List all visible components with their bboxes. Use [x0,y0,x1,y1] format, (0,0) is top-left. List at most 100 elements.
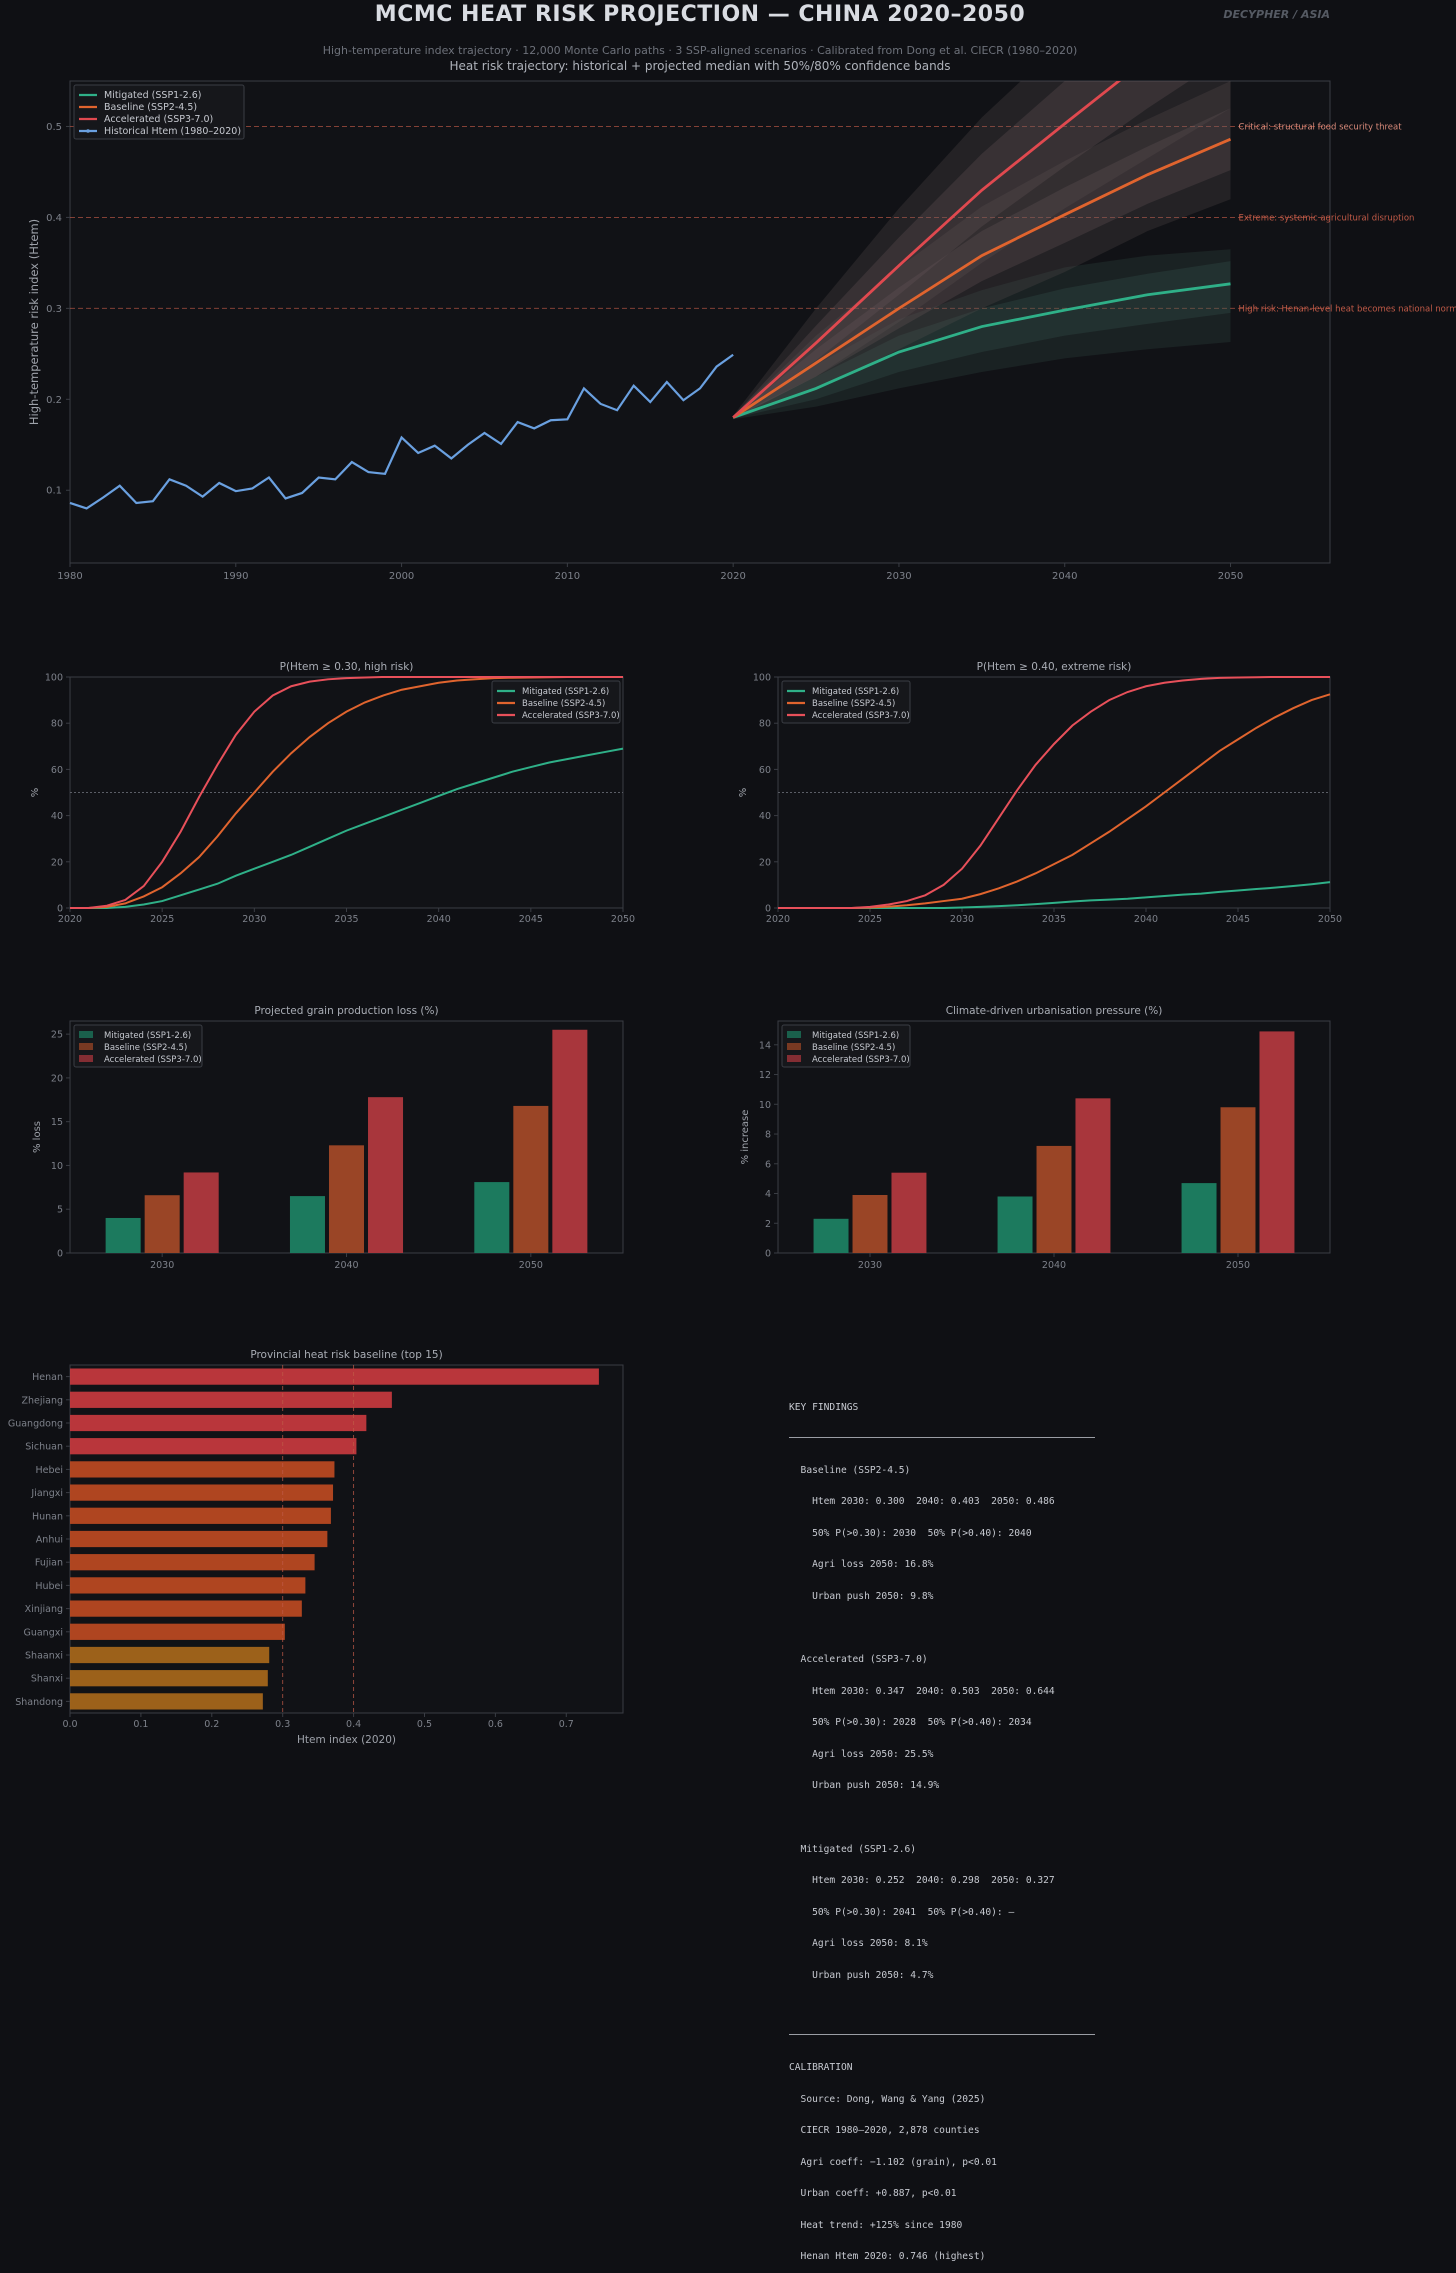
x-tick-label: 2010 [555,571,580,582]
grain-loss-legend-swatch [79,1055,93,1062]
high-risk-prob-title: P(Htem ≥ 0.30, high risk) [280,661,414,673]
x-tick-label: 2030 [858,1260,882,1271]
province-label: Anhui [36,1535,63,1546]
key-findings-panel: KEY FINDINGS Baseline (SSP2-4.5) Htem 20… [789,1382,1095,2273]
x-tick-label: 2040 [334,1260,358,1271]
y-tick-label: 2 [765,1219,771,1230]
urban-pressure-bar [1036,1145,1072,1253]
y-tick-label: 0 [765,1249,771,1260]
threshold-label: Critical: structural food security threa… [1239,122,1403,132]
page-subtitle: High-temperature index trajectory · 12,0… [322,44,1078,57]
urban-pressure-bar [1075,1098,1111,1253]
extreme-risk-prob-series-line [778,676,1330,909]
grain-loss-bar [513,1105,549,1253]
urban-pressure-bar [891,1172,927,1253]
y-tick-label: 0.5 [46,122,62,133]
findings-line: Agri loss 2050: 8.1% [789,1938,928,1949]
province-label: Shandong [15,1697,63,1708]
province-bar [70,1507,331,1524]
province-label: Guangxi [23,1627,63,1638]
findings-title: KEY FINDINGS [789,1402,859,1413]
y-tick-label: 100 [753,673,771,684]
y-tick-label: 8 [765,1130,771,1141]
x-tick-label: 2050 [1218,571,1243,582]
urban-pressure-legend-label: Baseline (SSP2-4.5) [812,1043,895,1053]
confidence-band-50 [733,81,1190,419]
province-label: Shanxi [31,1674,63,1685]
x-tick-label: 2045 [1226,914,1250,925]
x-tick-label: 2040 [427,914,451,925]
y-tick-label: 20 [51,857,63,868]
y-tick-label: 0.4 [46,213,62,224]
high-risk-prob-series-line [70,676,623,909]
province-bar [70,1391,392,1408]
extreme-risk-prob-legend-label: Baseline (SSP2-4.5) [812,699,895,709]
grain-loss-legend-label: Accelerated (SSP3-7.0) [104,1055,202,1065]
y-tick-label: 4 [765,1189,771,1200]
x-tick-label: 2030 [242,914,266,925]
province-bar [70,1368,599,1385]
province-label: Sichuan [25,1442,63,1453]
x-tick-label: 2050 [519,1260,543,1271]
x-tick-label: 0.5 [417,1719,432,1730]
grain-loss-title: Projected grain production loss (%) [254,1005,438,1017]
x-tick-label: 2035 [1042,914,1066,925]
x-tick-label: 0.7 [559,1719,574,1730]
high-risk-prob-legend-box [491,680,621,724]
y-axis-label: % [738,788,749,798]
brand-label: DECYPHER / ASIA [1223,8,1330,21]
findings-line: Urban push 2050: 9.8% [789,1590,934,1602]
province-bar [70,1461,335,1478]
x-tick-label: 0.1 [133,1719,148,1730]
grain-loss-bar [105,1217,141,1253]
x-tick-label: 2020 [720,571,745,582]
urban-pressure-bar [813,1218,849,1253]
y-tick-label: 10 [759,1100,771,1111]
y-tick-label: 15 [51,1117,63,1128]
grain-loss-legend-label: Baseline (SSP2-4.5) [104,1043,187,1053]
urban-pressure-bar [1259,1031,1295,1253]
urban-pressure-bar [1181,1183,1217,1253]
province-bar [70,1577,306,1594]
findings-line: Htem 2030: 0.252 2040: 0.298 2050: 0.327 [789,1875,1055,1886]
y-tick-label: 0 [57,1249,63,1260]
findings-line: 50% P(>0.30): 2030 50% P(>0.40): 2040 [789,1527,1032,1539]
y-tick-label: 12 [759,1070,771,1081]
extreme-risk-prob-legend-box [781,680,911,724]
province-label: Hebei [35,1465,63,1476]
grain-loss-legend-label: Mitigated (SSP1-2.6) [104,1031,191,1041]
province-label: Hubei [35,1581,63,1592]
extreme-risk-prob-legend-label: Mitigated (SSP1-2.6) [812,687,899,697]
trajectory-legend-label: Mitigated (SSP1-2.6) [104,90,201,101]
trajectory-legend-box [73,84,245,140]
trajectory-plot-area [69,80,1331,564]
trajectory-legend-label: Baseline (SSP2-4.5) [104,102,197,113]
calibration-title: CALIBRATION [789,2062,853,2073]
province-bar [70,1693,263,1710]
province-label: Hunan [32,1511,63,1522]
x-tick-label: 2030 [886,571,911,582]
y-axis-label: % [30,788,41,798]
page-title: MCMC HEAT RISK PROJECTION — CHINA 2020–2… [374,2,1026,27]
calibration-line: Source: Dong, Wang & Yang (2025) [789,2093,986,2105]
province-label: Xinjiang [25,1604,63,1615]
findings-line: Urban push 2050: 14.9% [789,1780,940,1791]
calibration-line: Urban coeff: +0.887, p<0.01 [789,2188,957,2199]
x-tick-label: 0.0 [62,1719,77,1730]
grain-loss-legend-swatch [79,1043,93,1050]
high-risk-prob-series-line [70,747,624,909]
x-tick-label: 1980 [57,571,82,582]
x-tick-label: 2030 [150,1260,174,1271]
y-tick-label: 10 [51,1161,63,1172]
findings-line: Agri loss 2050: 25.5% [789,1748,934,1760]
findings-line: Htem 2030: 0.300 2040: 0.403 2050: 0.486 [789,1496,1055,1507]
province-bar [70,1438,357,1455]
calibration-line: Henan Htem 2020: 0.746 (highest) [789,2251,986,2262]
grain-loss-legend-swatch [79,1031,93,1038]
provincial-title: Provincial heat risk baseline (top 15) [250,1349,442,1361]
urban-pressure-legend-swatch [787,1031,801,1038]
findings-mitigated-name: Mitigated (SSP1-2.6) [789,1843,917,1855]
y-tick-label: 40 [51,811,63,822]
province-bar [70,1414,367,1432]
high-risk-prob-legend-label: Baseline (SSP2-4.5) [522,699,605,709]
